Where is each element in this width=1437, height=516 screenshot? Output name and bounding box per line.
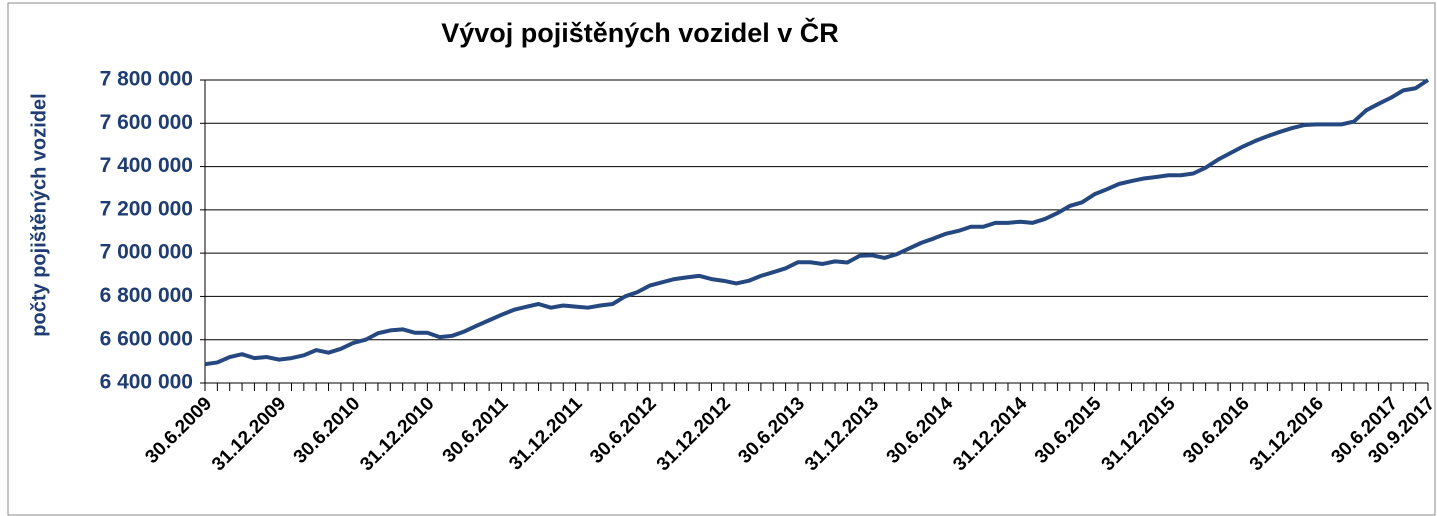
line-series [204, 78, 1430, 367]
chart-frame [7, 2, 1436, 516]
y-tick-label: 7 800 000 [100, 68, 193, 91]
y-tick-label: 7 200 000 [100, 197, 193, 220]
chart-title: Vývoj pojištěných vozidel v ČR [441, 17, 839, 48]
y-tick-label: 6 800 000 [100, 284, 193, 307]
y-tick-label: 7 600 000 [100, 111, 193, 134]
y-axis-title: počty pojištěných vozidel [28, 93, 50, 336]
y-tick-label: 7 000 000 [100, 241, 193, 264]
y-tick-label: 7 400 000 [100, 154, 193, 177]
y-tick-label: 6 600 000 [100, 327, 193, 350]
y-tick-label: 6 400 000 [100, 371, 193, 394]
